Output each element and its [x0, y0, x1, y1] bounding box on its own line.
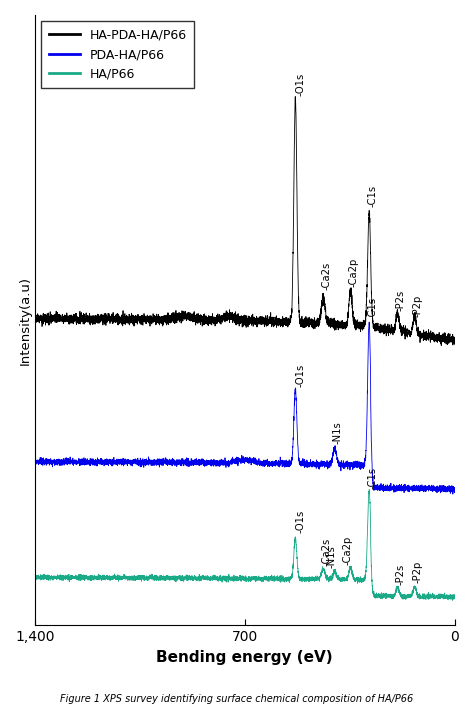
- Y-axis label: Intensity(a.u): Intensity(a.u): [19, 275, 32, 365]
- Text: -O1s: -O1s: [296, 364, 306, 387]
- Text: -N1s: -N1s: [333, 421, 343, 444]
- X-axis label: Bending energy (eV): Bending energy (eV): [156, 650, 333, 665]
- Text: -P2s: -P2s: [395, 290, 405, 311]
- Text: -O1s: -O1s: [296, 510, 306, 534]
- Text: -P2p: -P2p: [412, 561, 422, 583]
- Text: -O1s: -O1s: [296, 73, 306, 96]
- Text: -Ca2s: -Ca2s: [321, 538, 331, 566]
- Text: -P2s: -P2s: [395, 564, 405, 585]
- Text: -Ca2p: -Ca2p: [343, 536, 353, 565]
- Text: -C1s: -C1s: [367, 185, 377, 207]
- Text: -P2p: -P2p: [412, 295, 422, 317]
- Text: -C1s: -C1s: [367, 467, 377, 489]
- Text: -Ca2s: -Ca2s: [321, 262, 331, 290]
- Text: -Ca2p: -Ca2p: [348, 258, 358, 287]
- Text: -C1s: -C1s: [367, 297, 377, 319]
- Text: Figure 1 XPS survey identifying surface chemical composition of HA/P66: Figure 1 XPS survey identifying surface …: [60, 695, 414, 704]
- Text: -N1s: -N1s: [327, 544, 337, 568]
- Legend: HA-PDA-HA/P66, PDA-HA/P66, HA/P66: HA-PDA-HA/P66, PDA-HA/P66, HA/P66: [41, 21, 194, 88]
